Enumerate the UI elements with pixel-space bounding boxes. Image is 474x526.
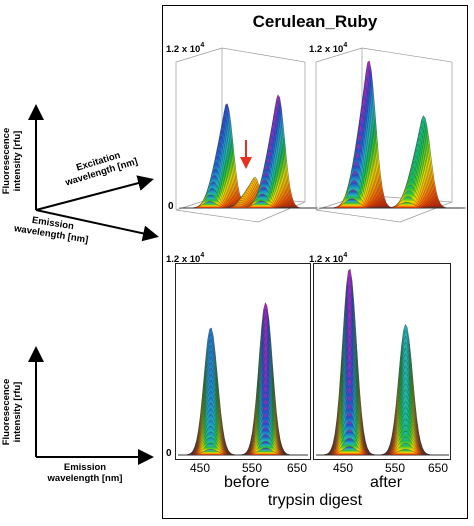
- spectrum-layer-21: [316, 446, 449, 456]
- figure-title: Cerulean_Ruby: [252, 12, 378, 31]
- scale-label-top-left: 1.2 x 104: [166, 42, 205, 55]
- scale-exp: 4: [343, 42, 348, 49]
- scale-label-top-right: 1.2 x 104: [309, 42, 348, 55]
- figure-frame: [162, 5, 468, 519]
- spectrum-layer-12: [316, 370, 449, 456]
- scale-label-bottom-right: 1.2 x 104: [309, 252, 348, 265]
- spectrum-panel-2D-after: [316, 267, 449, 456]
- scale-exp: 4: [200, 42, 205, 49]
- scale-base: 1.2 x 10: [166, 254, 201, 265]
- spectrum-panel-2D-before: [178, 302, 308, 456]
- spectrum-layer-15: [179, 200, 302, 209]
- spectrum-layer-21: [178, 447, 308, 456]
- scale-base: 1.2 x 10: [166, 44, 201, 55]
- x-axis-title: trypsin digest: [267, 492, 363, 509]
- spectrum-panel-3D-before: [179, 94, 318, 209]
- condition-after-label: after: [370, 474, 403, 491]
- emission2d-line1: Emission: [63, 462, 107, 473]
- axes-2d-schematic: [28, 346, 154, 465]
- plot-frame-before: [175, 263, 311, 460]
- spectrum-layer-14: [316, 387, 449, 456]
- condition-before-label: before: [224, 474, 270, 491]
- axis2d-emission-label: Emission wavelength [nm]: [30, 462, 140, 484]
- emission2d-line2: wavelength [nm]: [47, 473, 123, 484]
- scale-exp: 4: [200, 252, 205, 259]
- spectrum-layer-13: [316, 378, 449, 456]
- x-tick-label: 450: [190, 461, 211, 475]
- x-tick-label: 550: [385, 461, 406, 475]
- scale-base: 1.2 x 10: [309, 254, 344, 265]
- spectrum-layer-10: [316, 353, 449, 456]
- peak-point: [349, 267, 350, 268]
- x-tick-label: 650: [428, 461, 449, 475]
- spectrum-panel-3D-after: [319, 59, 466, 209]
- spectra-layer: [178, 59, 466, 456]
- scale-label-bottom-left: 1.2 x 104: [166, 252, 205, 265]
- x-tick-label: 450: [333, 461, 354, 475]
- spectrum-layer-0: [178, 302, 308, 456]
- axis3d-emission-arrow: [35, 209, 159, 242]
- spectrum-layer-15: [319, 198, 450, 209]
- spectrum-layer-11: [316, 361, 449, 456]
- scale-base: 1.2 x 10: [309, 44, 344, 55]
- scale-exp: 4: [343, 252, 348, 259]
- axis3d-excitation-arrow: [35, 175, 154, 211]
- x-tick-label: 650: [287, 461, 308, 475]
- zero-label-bottom: 0: [166, 448, 172, 459]
- peak-point: [208, 103, 209, 104]
- peak-point: [210, 327, 211, 328]
- peak-point: [350, 59, 351, 60]
- zero-label-top: 0: [168, 201, 174, 212]
- peak-point: [260, 94, 261, 95]
- x-tick-label: 550: [242, 461, 263, 475]
- spectrum-layer-1: [178, 308, 308, 456]
- peak-point: [405, 115, 406, 116]
- axes-3d-schematic: [28, 104, 159, 242]
